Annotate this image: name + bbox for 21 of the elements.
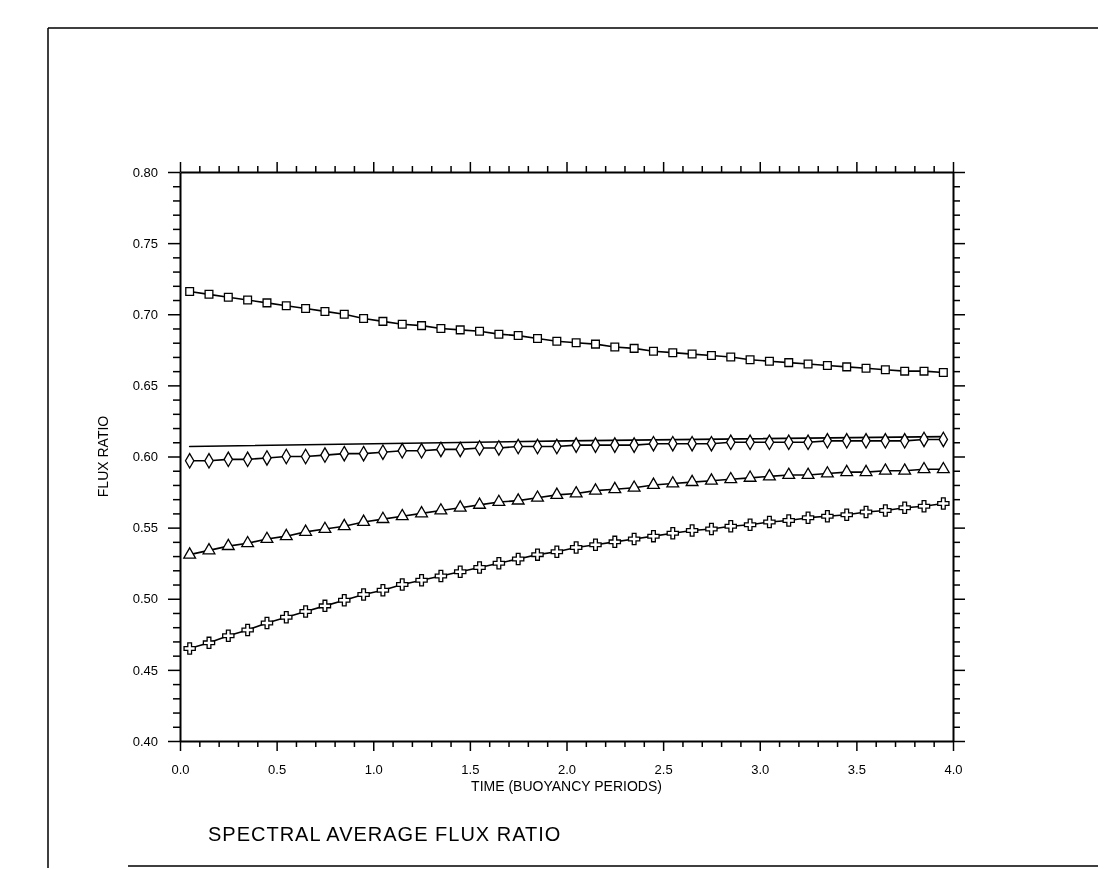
y-tick-label: 0.60 <box>132 449 158 465</box>
y-tick-label: 0.70 <box>132 306 158 322</box>
y-tick-label: 0.65 <box>132 378 158 394</box>
x-tick-label: 1.5 <box>461 762 480 778</box>
y-tick-label: 0.45 <box>132 662 158 678</box>
x-tick-label: 2.5 <box>654 762 673 778</box>
y-tick-label: 0.55 <box>132 520 158 536</box>
y-tick-label: 0.50 <box>132 591 158 607</box>
text: SPECTRAL AVERAGE FLUX RATIO <box>208 823 562 845</box>
y-axis-title: FLUX RATIO <box>95 415 111 498</box>
x-axis-title: TIME (BUOYANCY PERIODS) <box>471 778 662 794</box>
x-tick-label: 2.0 <box>557 762 577 778</box>
y-tick-label: 0.75 <box>132 235 158 251</box>
x-tick-label: 0.0 <box>171 762 190 778</box>
y-tick-label: 0.40 <box>132 733 158 749</box>
x-tick-label: 1.0 <box>364 762 383 778</box>
x-tick-label: 0.5 <box>268 762 287 778</box>
x-tick-label: 4.0 <box>944 762 963 778</box>
y-tick-label: 0.80 <box>132 164 158 180</box>
x-tick-label: 3.0 <box>751 762 770 778</box>
x-tick-label: 3.5 <box>847 762 866 778</box>
